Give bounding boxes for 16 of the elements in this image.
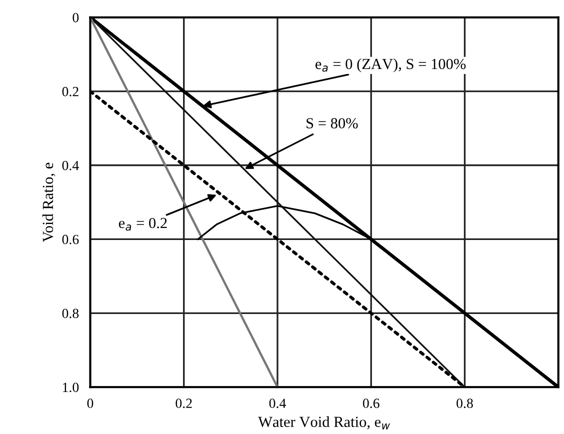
x-tick-label: 0.4 — [269, 398, 286, 408]
y-tick-label: 0 — [72, 12, 79, 22]
x-tick-label: 0.6 — [362, 398, 380, 408]
y-tick-label: 0.8 — [62, 308, 79, 318]
y-tick-label: 1.0 — [62, 382, 79, 392]
y-tick-label: 0.2 — [62, 86, 78, 96]
annotation: e$_{a}$ = 0 (ZAV), S = 100% — [316, 58, 466, 72]
y-tick-label: 0.6 — [62, 234, 79, 244]
x-tick-label: 0.2 — [176, 398, 192, 408]
x-axis-title: Water Void Ratio, e$_{w}$ — [258, 416, 390, 430]
annotation: S = 80% — [306, 118, 358, 128]
annotation: e$_{a}$ = 0.2 — [118, 218, 167, 231]
x-tick-label: 0.8 — [456, 398, 473, 408]
y-axis-title: Void Ratio, e — [42, 162, 56, 242]
x-tick-label: 0 — [87, 398, 94, 408]
y-tick-label: 0.4 — [62, 160, 79, 170]
